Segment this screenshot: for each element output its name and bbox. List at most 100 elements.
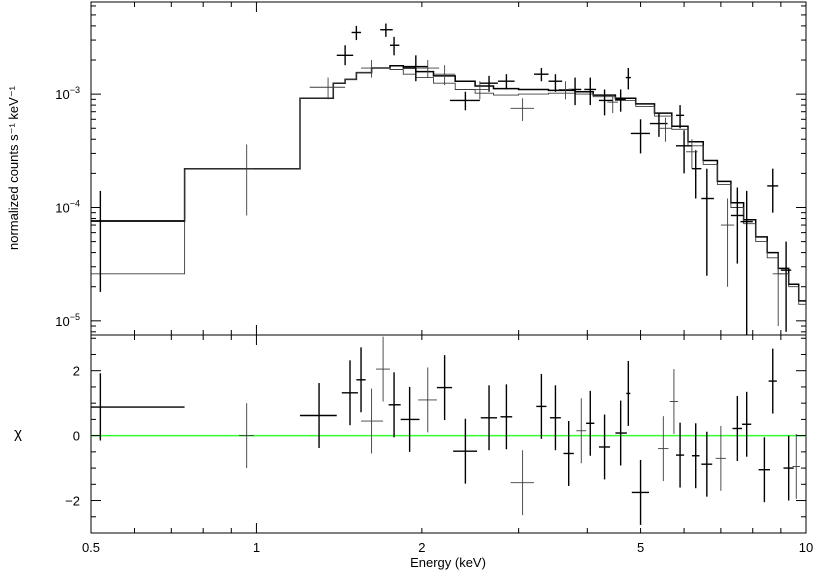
- spectrum-y-tick-label: 10−4: [55, 198, 80, 215]
- spectrum-point-thick: [534, 68, 549, 82]
- residual-point-thick: [732, 396, 743, 461]
- residual-point-thin: [361, 388, 384, 454]
- residual-point-thick: [341, 360, 358, 426]
- spectrum-point-thin: [720, 198, 735, 287]
- spectrum-y-tick-label: 10−3: [55, 85, 80, 102]
- spectrum-model-thick: [91, 65, 806, 302]
- residual-point-thick: [626, 360, 631, 426]
- residual-point-thick: [691, 423, 700, 489]
- spectrum-point-thick: [767, 168, 779, 213]
- residual-frame: [90, 334, 807, 534]
- spectrum-point-thick: [675, 130, 692, 174]
- spectrum-point-thick: [598, 89, 613, 116]
- energy-tick-label: 2: [418, 540, 425, 555]
- spectrum-point-thick: [548, 74, 563, 92]
- residual-point-thick: [615, 400, 627, 466]
- energy-tick-label: 0.5: [82, 540, 100, 555]
- residual-point-thick: [758, 437, 771, 503]
- energy-axis-label: Energy (keV): [410, 555, 486, 570]
- residual-point-thin: [715, 425, 726, 491]
- residual-point-thick: [631, 459, 650, 525]
- energy-tick-label: 1: [253, 540, 260, 555]
- spectrum-models: [91, 65, 806, 305]
- spectrum-y-axis-label: normalized counts s⁻¹ keV⁻¹: [6, 85, 21, 250]
- spectrum-point-thick: [351, 25, 362, 41]
- residual-point-thick: [480, 385, 498, 451]
- spectrum-point-thin: [686, 139, 698, 169]
- spectrum-point-thin: [558, 81, 572, 100]
- spectrum-point-thick: [630, 119, 650, 154]
- energy-tick-label: 5: [637, 540, 644, 555]
- spectrum-point-thin: [658, 117, 672, 142]
- residual-point-thick: [701, 431, 713, 497]
- spectrum-point-thick: [780, 241, 792, 332]
- residual-point-thick: [536, 373, 547, 439]
- residual-y-axis-label: χ: [14, 425, 22, 442]
- residual-point-thick: [436, 355, 453, 421]
- spectrum-point-thin: [415, 60, 440, 78]
- residual-point-thin: [239, 403, 255, 469]
- spectrum-y-tick-label: 10−5: [55, 312, 80, 329]
- spectrum-point-thick: [449, 91, 480, 111]
- residual-point-thick: [742, 391, 752, 457]
- residual-y-tick-label: 2: [73, 364, 80, 379]
- spectrum-point-thin: [361, 60, 384, 78]
- spectrum-point-thin: [239, 144, 255, 216]
- spectrum-point-thin: [470, 81, 490, 100]
- spectrum-point-thick: [649, 113, 668, 137]
- residual-ytick-labels: 2 0 −2: [65, 364, 80, 509]
- residual-point-thin: [375, 336, 391, 402]
- spectrum-point-thin: [510, 98, 535, 121]
- residual-point-thick: [675, 422, 685, 488]
- spectrum-point-thick: [336, 45, 354, 66]
- spectrum-point-thick: [701, 168, 714, 276]
- residual-point-thick: [91, 373, 185, 441]
- residual-point-thick: [388, 372, 401, 438]
- residual-point-thick: [549, 385, 561, 451]
- spectrum-model-thin: [91, 67, 806, 305]
- spectrum-point-thin: [433, 65, 456, 86]
- residual-point-thick: [598, 414, 611, 480]
- residual-panel: 2 0 −2 χ: [14, 334, 807, 534]
- spectrum-ytick-labels: 10−3 10−4 10−5: [55, 85, 80, 329]
- spectrum-point-thick: [625, 68, 631, 90]
- spectrum-point-thin: [309, 77, 346, 100]
- residual-y-tick-label: −2: [65, 494, 80, 509]
- residual-point-thick: [400, 386, 420, 452]
- residual-point-thick: [783, 435, 794, 501]
- spectrum-point-thick: [497, 74, 515, 90]
- residual-point-thin: [658, 416, 669, 482]
- spectrum-point-thick: [91, 190, 185, 292]
- spectrum-point-thin: [607, 94, 619, 114]
- spectrum-point-thick: [675, 105, 685, 129]
- residual-ticks: [90, 335, 807, 534]
- spectrum-data-points: [91, 23, 792, 335]
- energy-tick-labels: 0.5 1 2 5 10: [82, 540, 813, 555]
- residual-point-thick: [453, 418, 478, 484]
- residual-point-thick: [500, 384, 513, 450]
- residual-point-thick: [586, 390, 595, 456]
- residual-point-thick: [563, 421, 574, 486]
- residual-point-thin: [418, 367, 437, 433]
- spectrum-point-thick: [740, 190, 753, 335]
- residual-point-thin: [576, 398, 587, 464]
- residual-point-thick: [356, 347, 366, 413]
- spectrum-point-thick: [390, 36, 400, 56]
- residual-point-thin: [510, 450, 535, 516]
- spectrum-ticks: [90, 2, 807, 335]
- spectrum-point-thick: [584, 77, 597, 106]
- spectrum-point-thick: [730, 187, 744, 264]
- residual-point-thin: [792, 434, 800, 499]
- energy-tick-label: 10: [799, 540, 813, 555]
- spectrum-point-thick: [380, 23, 393, 37]
- residual-y-tick-label: 0: [73, 429, 80, 444]
- spectrum-panel: 10−3 10−4 10−5 normalized counts s⁻¹ keV⁻¹: [6, 1, 807, 336]
- residual-point-thick: [299, 383, 337, 448]
- residual-point-thin: [669, 369, 679, 434]
- residual-point-thick: [768, 348, 777, 414]
- residual-data-points: [91, 336, 800, 525]
- spectrum-point-thin: [772, 252, 784, 327]
- spectrum-point-thick: [615, 89, 626, 112]
- spectrum-point-thick: [691, 150, 702, 199]
